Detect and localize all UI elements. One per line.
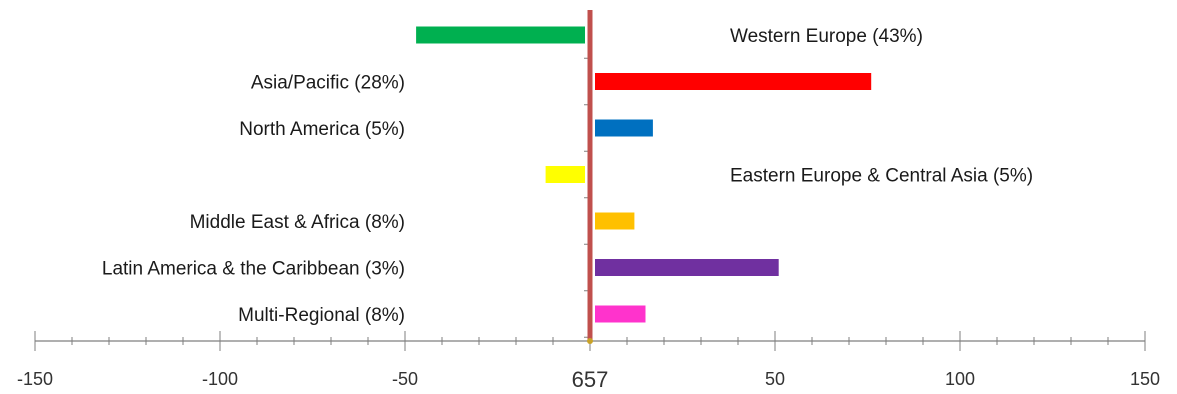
x-tick-label: 657 — [572, 367, 609, 392]
category-labels: Western Europe (43%) Asia/Pacific (28%) No… — [102, 26, 1033, 326]
bar-0 — [416, 26, 585, 44]
category-label-6: Multi-Regional (8%) — [238, 305, 405, 326]
category-label-2: North America (5%) — [239, 119, 405, 140]
origin-marker — [587, 338, 593, 344]
bar-1 — [595, 73, 872, 90]
x-tick-label: -100 — [202, 369, 238, 389]
category-label-0: Western Europe (43%) — [730, 26, 923, 47]
x-tick-label: -50 — [392, 369, 418, 389]
x-tick-label: 150 — [1130, 369, 1160, 389]
bar-4 — [595, 212, 635, 230]
x-tick-label: 50 — [765, 369, 785, 389]
bar-2 — [595, 119, 653, 137]
bar-6 — [595, 305, 646, 323]
bar-5 — [595, 259, 779, 276]
category-label-1: Asia/Pacific (28%) — [251, 73, 405, 94]
category-label-3: Eastern Europe & Central Asia (5%) — [730, 166, 1033, 187]
x-tick-label: -150 — [17, 369, 53, 389]
bars-layer — [416, 26, 872, 323]
x-axis: -150 -100 -50 657 50 100 150 — [17, 10, 1160, 392]
x-tick-label: 100 — [945, 369, 975, 389]
category-label-4: Middle East & Africa (8%) — [190, 212, 405, 233]
bar-3 — [545, 166, 585, 183]
category-label-5: Latin America & the Caribbean (3%) — [102, 259, 405, 280]
